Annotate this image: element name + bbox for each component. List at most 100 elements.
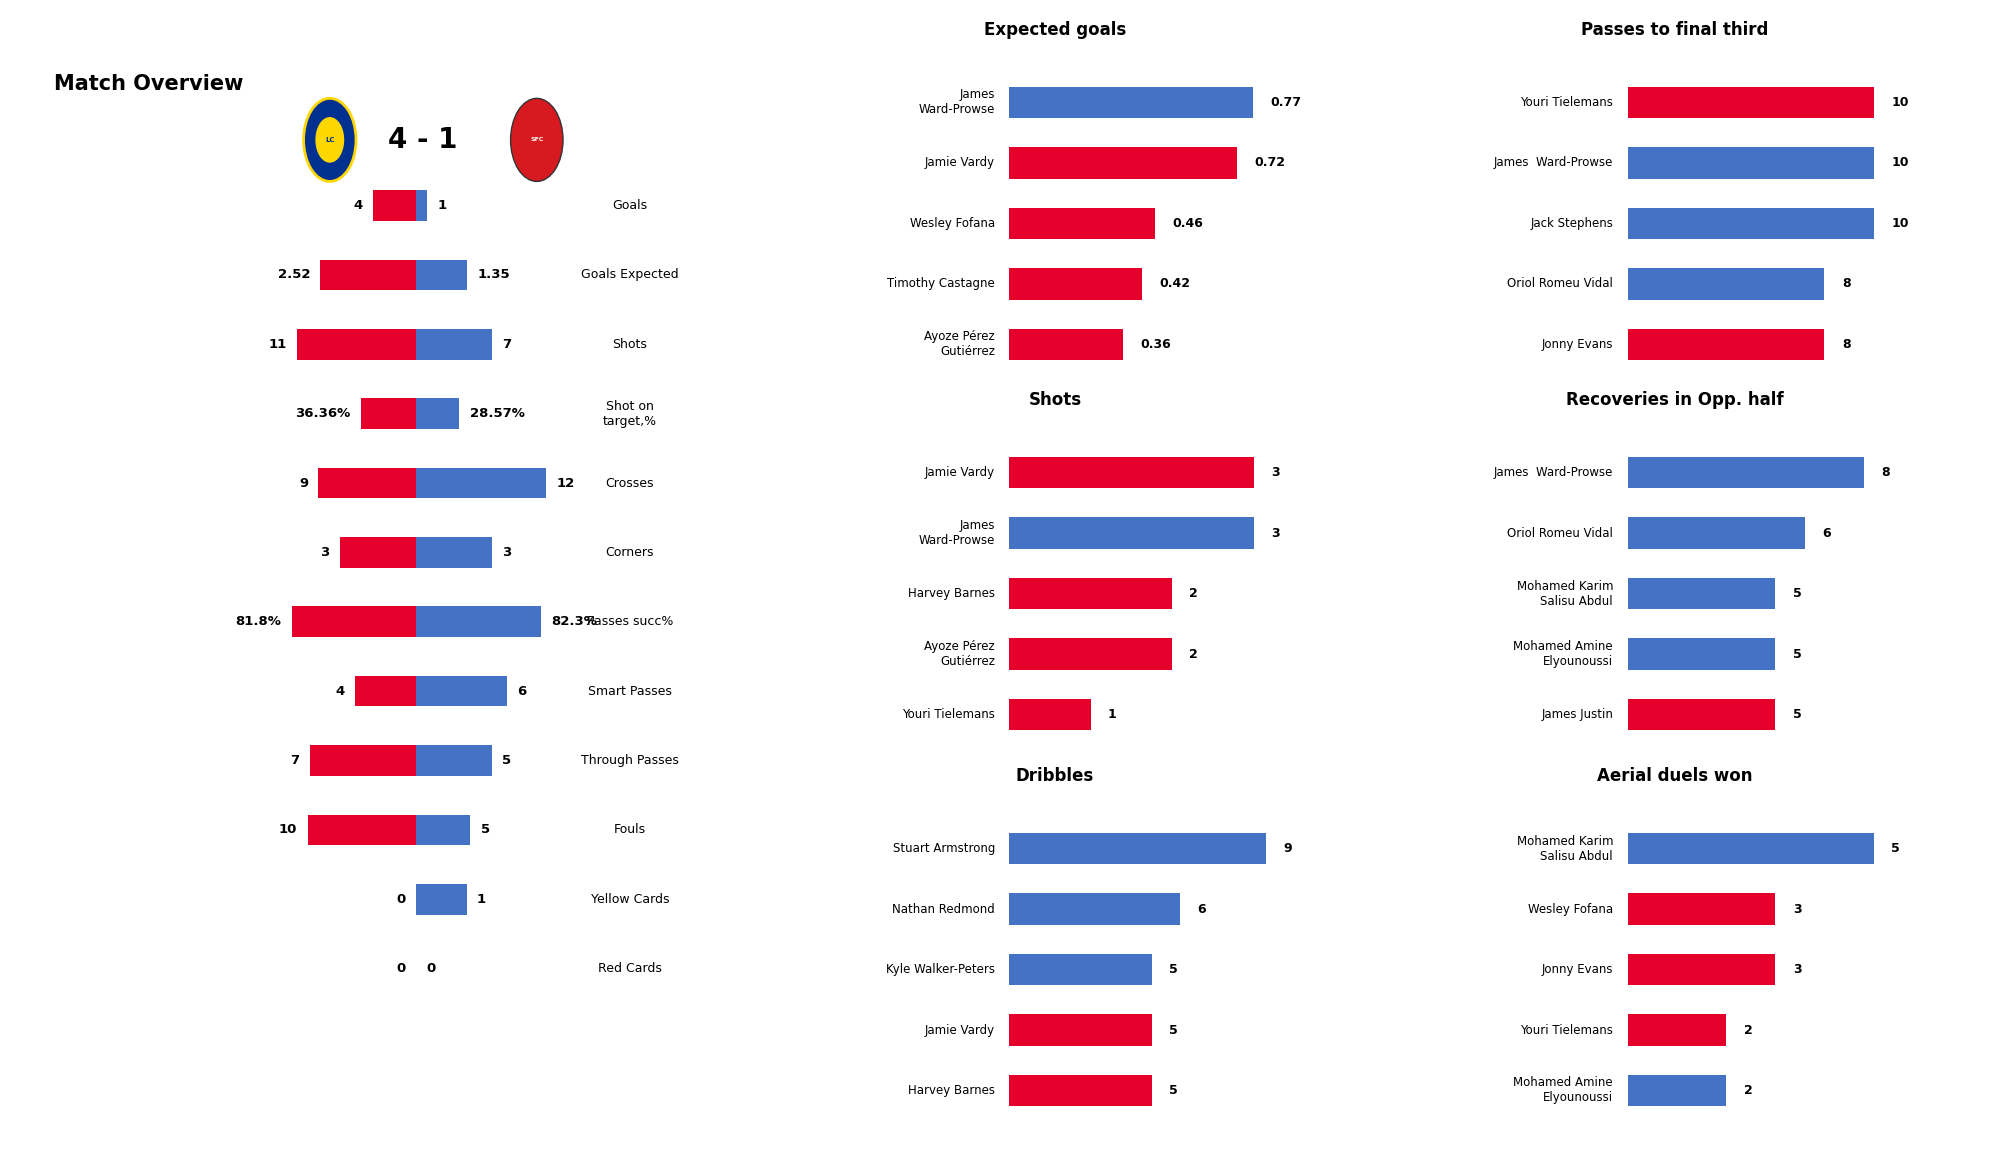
Text: 5: 5 — [1792, 709, 1802, 721]
Text: 7: 7 — [290, 754, 300, 767]
FancyBboxPatch shape — [416, 884, 466, 914]
Text: Mohamed Karim
Salisu Abdul: Mohamed Karim Salisu Abdul — [1516, 579, 1614, 607]
FancyBboxPatch shape — [416, 814, 470, 845]
Text: 0: 0 — [426, 962, 436, 975]
Text: Jamie Vardy: Jamie Vardy — [926, 156, 996, 169]
FancyBboxPatch shape — [416, 745, 492, 776]
Text: 10: 10 — [1892, 217, 1908, 230]
Text: 10: 10 — [1892, 96, 1908, 109]
Text: 10: 10 — [278, 824, 298, 837]
Text: 2: 2 — [1744, 1023, 1752, 1036]
Text: Match Overview: Match Overview — [54, 74, 244, 94]
FancyBboxPatch shape — [1010, 638, 1172, 670]
FancyBboxPatch shape — [416, 190, 426, 221]
FancyBboxPatch shape — [1628, 1075, 1726, 1106]
FancyBboxPatch shape — [416, 606, 540, 637]
FancyBboxPatch shape — [1628, 699, 1776, 730]
Text: Yellow Cards: Yellow Cards — [590, 893, 670, 906]
FancyBboxPatch shape — [416, 468, 546, 498]
Text: 81.8%: 81.8% — [236, 616, 282, 629]
FancyBboxPatch shape — [1628, 87, 1874, 119]
Text: 3: 3 — [320, 546, 330, 559]
Text: 10: 10 — [1892, 156, 1908, 169]
Text: 0.42: 0.42 — [1160, 277, 1190, 290]
Text: 2.52: 2.52 — [278, 268, 310, 281]
Text: James
Ward-Prowse: James Ward-Prowse — [918, 88, 996, 116]
FancyBboxPatch shape — [1628, 893, 1776, 925]
FancyBboxPatch shape — [310, 745, 416, 776]
Text: 5: 5 — [1892, 842, 1900, 855]
Text: Mohamed Amine
Elyounoussi: Mohamed Amine Elyounoussi — [1514, 640, 1614, 669]
Text: Oriol Romeu Vidal: Oriol Romeu Vidal — [1508, 526, 1614, 539]
FancyBboxPatch shape — [1010, 329, 1124, 360]
FancyBboxPatch shape — [340, 537, 416, 568]
FancyBboxPatch shape — [1010, 457, 1254, 489]
FancyBboxPatch shape — [1010, 147, 1238, 179]
Text: 5: 5 — [1168, 1023, 1178, 1036]
FancyBboxPatch shape — [360, 398, 416, 429]
Text: 1: 1 — [438, 199, 446, 212]
FancyBboxPatch shape — [1628, 147, 1874, 179]
Text: 11: 11 — [268, 337, 286, 350]
FancyBboxPatch shape — [372, 190, 416, 221]
Text: 1: 1 — [1108, 709, 1116, 721]
FancyBboxPatch shape — [1010, 833, 1266, 865]
Text: Passes succ%: Passes succ% — [586, 616, 674, 629]
Text: 3: 3 — [1792, 963, 1802, 976]
Text: Jamie Vardy: Jamie Vardy — [926, 1023, 996, 1036]
Text: Youri Tielemans: Youri Tielemans — [1520, 1023, 1614, 1036]
Text: Expected goals: Expected goals — [984, 21, 1126, 39]
Text: 1: 1 — [478, 893, 486, 906]
Text: 28.57%: 28.57% — [470, 407, 524, 421]
FancyBboxPatch shape — [1628, 208, 1874, 240]
Text: Aerial duels won: Aerial duels won — [1598, 767, 1752, 785]
FancyBboxPatch shape — [1628, 638, 1776, 670]
FancyBboxPatch shape — [1628, 457, 1864, 489]
Text: 4: 4 — [336, 685, 344, 698]
FancyBboxPatch shape — [1010, 954, 1152, 986]
Circle shape — [304, 99, 356, 181]
FancyBboxPatch shape — [416, 398, 460, 429]
Text: Passes to final third: Passes to final third — [1582, 21, 1768, 39]
Text: 2: 2 — [1190, 647, 1198, 660]
Text: 5: 5 — [1792, 588, 1802, 600]
Text: Jonny Evans: Jonny Evans — [1542, 338, 1614, 351]
Text: Fouls: Fouls — [614, 824, 646, 837]
Text: Youri Tielemans: Youri Tielemans — [902, 709, 996, 721]
Text: 5: 5 — [502, 754, 512, 767]
Text: 5: 5 — [480, 824, 490, 837]
Text: Oriol Romeu Vidal: Oriol Romeu Vidal — [1508, 277, 1614, 290]
Text: 6: 6 — [1198, 902, 1206, 915]
Text: 2: 2 — [1190, 588, 1198, 600]
Text: Ayoze Pérez
Gutiérrez: Ayoze Pérez Gutiérrez — [924, 330, 996, 358]
Text: Crosses: Crosses — [606, 477, 654, 490]
Text: Recoveries in Opp. half: Recoveries in Opp. half — [1566, 391, 1784, 409]
Text: 9: 9 — [298, 477, 308, 490]
FancyBboxPatch shape — [1010, 1075, 1152, 1106]
FancyBboxPatch shape — [308, 814, 416, 845]
Text: 3: 3 — [502, 546, 512, 559]
Text: Mohamed Amine
Elyounoussi: Mohamed Amine Elyounoussi — [1514, 1076, 1614, 1104]
Text: 4 - 1: 4 - 1 — [388, 126, 458, 154]
FancyBboxPatch shape — [416, 329, 492, 360]
FancyBboxPatch shape — [1628, 517, 1804, 549]
Text: 7: 7 — [502, 337, 512, 350]
FancyBboxPatch shape — [296, 329, 416, 360]
FancyBboxPatch shape — [416, 676, 508, 706]
Text: 5: 5 — [1168, 1085, 1178, 1097]
FancyBboxPatch shape — [1628, 954, 1776, 986]
FancyBboxPatch shape — [1628, 268, 1824, 300]
Text: Kyle Walker-Peters: Kyle Walker-Peters — [886, 963, 996, 976]
FancyBboxPatch shape — [1010, 1014, 1152, 1046]
FancyBboxPatch shape — [1010, 87, 1254, 119]
Text: 82.3%: 82.3% — [552, 616, 598, 629]
Text: Jack Stephens: Jack Stephens — [1530, 217, 1614, 230]
FancyBboxPatch shape — [1628, 329, 1824, 360]
Text: Harvey Barnes: Harvey Barnes — [908, 588, 996, 600]
Text: Goals: Goals — [612, 199, 648, 212]
Text: Youri Tielemans: Youri Tielemans — [1520, 96, 1614, 109]
Text: Stuart Armstrong: Stuart Armstrong — [892, 842, 996, 855]
Text: 0.46: 0.46 — [1172, 217, 1204, 230]
FancyBboxPatch shape — [1010, 578, 1172, 610]
Text: 5: 5 — [1792, 647, 1802, 660]
